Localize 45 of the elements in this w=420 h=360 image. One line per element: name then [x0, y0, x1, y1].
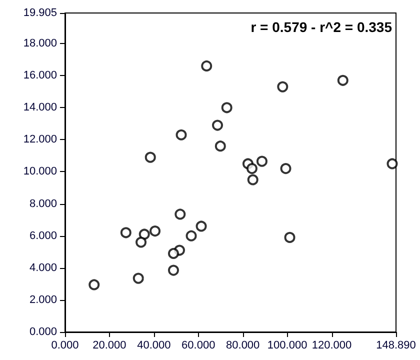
point [256, 156, 268, 167]
y-tick-label: 16.000 [23, 70, 57, 82]
y-tick-label: 12.000 [23, 134, 57, 146]
point [138, 228, 150, 240]
y-tick-label: 6.000 [29, 230, 57, 242]
point [168, 264, 179, 276]
x-tick-label: 60.000 [182, 340, 216, 352]
point [88, 279, 100, 290]
point [337, 74, 348, 86]
x-tick-label: 148.890 [376, 340, 416, 352]
y-tick-label: 10.000 [23, 166, 57, 178]
point [247, 174, 258, 186]
y-tick-label: 4.000 [29, 262, 57, 274]
y-tick-label: 19.905 [23, 7, 57, 19]
point [277, 81, 288, 92]
point [168, 248, 179, 259]
y-tick-label: 0.000 [29, 326, 57, 338]
x-tick-label: 40.000 [137, 340, 171, 352]
point [246, 163, 258, 174]
y-tick-label: 8.000 [29, 198, 57, 210]
point [144, 152, 156, 163]
point [176, 129, 187, 140]
point [280, 163, 292, 174]
point [212, 120, 224, 131]
x-tick-label: 0.000 [51, 340, 79, 352]
point [284, 232, 296, 243]
point [196, 220, 207, 232]
point [136, 236, 147, 248]
x-tick-label: 120.000 [312, 340, 352, 352]
point [150, 226, 161, 237]
point [386, 158, 398, 170]
y-tick-label: 2.000 [29, 294, 57, 306]
point [214, 140, 226, 152]
point [221, 102, 232, 114]
x-tick-label: 20.000 [92, 340, 126, 352]
annotation: r = 0.579 - r^2 = 0.335 [250, 19, 392, 35]
y-tick-label: 14.000 [23, 102, 57, 114]
point [132, 272, 144, 284]
x-tick-label: 100.000 [267, 340, 308, 352]
y-tick-label: 18.000 [23, 38, 57, 50]
point [186, 230, 197, 242]
x-tick-label: 80.000 [226, 340, 260, 352]
point [174, 208, 186, 220]
point [201, 60, 212, 72]
point [120, 227, 132, 238]
